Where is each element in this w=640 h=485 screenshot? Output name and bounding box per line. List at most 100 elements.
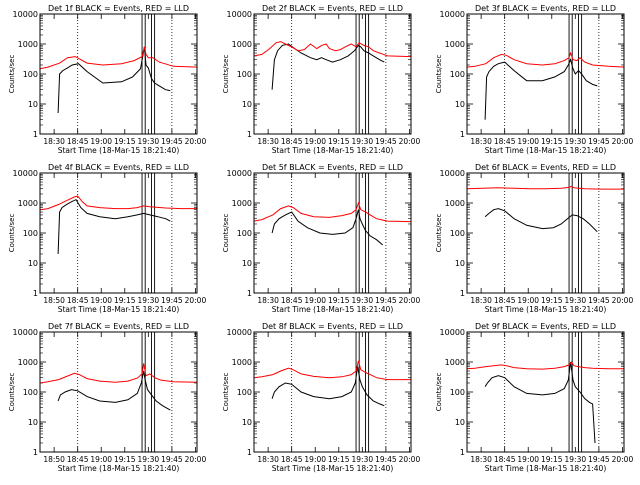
y-tick-label: 1 (33, 130, 38, 139)
x-axis-label: Start Time (18-Mar-15 18:21:40) (58, 464, 180, 473)
x-tick-label: 19:45 (588, 296, 610, 305)
x-axis-label: Start Time (18-Mar-15 18:21:40) (485, 464, 607, 473)
lld-series-line (253, 360, 411, 381)
x-tick-label: 19:00 (304, 137, 326, 146)
x-tick-label: 19:45 (375, 296, 397, 305)
events-series-line (484, 58, 598, 120)
y-tick-label: 100 (450, 70, 465, 79)
x-tick-label: 18:45 (494, 455, 516, 464)
y-tick-label: 1 (247, 448, 252, 457)
y-tick-label: 10 (242, 259, 252, 268)
y-tick-label: 100 (23, 229, 38, 238)
x-tick-label: 20:00 (185, 296, 207, 305)
x-tick-label: 18:30 (470, 455, 492, 464)
lld-series-line (466, 51, 625, 68)
y-tick-label: 100 (23, 70, 38, 79)
events-series-line (57, 198, 171, 255)
panel-det-3: 1 10 100 1000 10000 18:30 18:45 19:00 19:15 19:30… (435, 4, 633, 155)
events-series-line (484, 208, 598, 233)
x-tick-label: 18:30 (43, 137, 65, 146)
plot-frame (39, 13, 198, 135)
y-tick-label: 1000 (18, 40, 38, 49)
panel-title: Det 4f BLACK = Events, RED = LLD (48, 163, 189, 172)
x-axis-label: Start Time (18-Mar-15 18:21:40) (272, 146, 394, 155)
x-tick-label: 19:30 (138, 296, 160, 305)
events-series-line (57, 370, 171, 411)
x-tick-label: 18:45 (67, 296, 89, 305)
lld-series-line (466, 361, 624, 370)
panel-title: Det 7f BLACK = Events, RED = LLD (48, 322, 189, 331)
x-tick-label: 19:45 (375, 137, 397, 146)
y-tick-label: 10000 (13, 328, 38, 337)
y-tick-label: 100 (23, 388, 38, 397)
x-tick-label: 20:00 (185, 137, 207, 146)
y-tick-label: 100 (450, 388, 465, 397)
y-axis-label: Counts/sec (435, 214, 443, 253)
y-tick-label: 10000 (440, 10, 465, 19)
y-tick-label: 1000 (232, 40, 252, 49)
x-tick-label: 18:30 (470, 296, 492, 305)
x-tick-label: 18:45 (281, 137, 303, 146)
x-tick-label: 20:00 (399, 137, 421, 146)
x-tick-label: 19:30 (352, 137, 374, 146)
x-tick-label: 19:30 (138, 137, 160, 146)
panel-title: Det 9f BLACK = Events, RED = LLD (475, 322, 616, 331)
y-tick-label: 100 (450, 229, 465, 238)
y-tick-label: 1000 (445, 358, 465, 367)
y-tick-label: 1 (460, 448, 465, 457)
y-tick-label: 10 (455, 259, 465, 268)
panel-det-8: 1 10 100 1000 10000 18:30 18:45 19:00 19:15 19:30… (222, 322, 420, 473)
y-axis-label: Counts/sec (435, 55, 443, 94)
y-tick-label: 10000 (13, 10, 38, 19)
panel-title: Det 2f BLACK = Events, RED = LLD (262, 4, 403, 13)
x-axis-label: Start Time (18-Mar-15 18:21:40) (272, 464, 394, 473)
x-tick-label: 19:00 (90, 455, 112, 464)
x-tick-label: 18:45 (494, 296, 516, 305)
x-tick-label: 19:30 (565, 296, 587, 305)
x-tick-label: 20:00 (612, 455, 634, 464)
y-tick-label: 10 (28, 259, 38, 268)
x-tick-label: 20:00 (185, 455, 207, 464)
y-tick-label: 10000 (227, 169, 252, 178)
panel-det-4: 1 10 100 1000 10000 18:50 18:45 19:00 19:15 19:30… (8, 163, 206, 314)
x-tick-label: 19:15 (541, 455, 563, 464)
x-tick-label: 19:00 (517, 296, 539, 305)
y-tick-label: 1000 (445, 199, 465, 208)
panel-det-9: 1 10 100 1000 10000 18:30 18:45 19:00 19:15 19:30… (435, 322, 633, 473)
y-tick-label: 1 (247, 130, 252, 139)
panel-title: Det 1f BLACK = Events, RED = LLD (48, 4, 189, 13)
x-tick-label: 19:15 (114, 455, 136, 464)
y-axis-label: Counts/sec (8, 214, 16, 253)
y-tick-label: 10 (455, 100, 465, 109)
y-tick-label: 100 (237, 229, 252, 238)
x-tick-label: 19:15 (328, 455, 350, 464)
y-axis-label: Counts/sec (8, 55, 16, 94)
y-tick-label: 1000 (18, 199, 38, 208)
x-tick-label: 20:00 (612, 296, 634, 305)
lld-series-line (39, 363, 198, 384)
x-tick-label: 19:00 (517, 137, 539, 146)
x-axis-label: Start Time (18-Mar-15 18:21:40) (485, 305, 607, 314)
y-tick-label: 10 (242, 100, 252, 109)
plot-frame (39, 172, 198, 294)
plot-frame (253, 172, 412, 294)
plot-frame (466, 13, 625, 135)
x-tick-label: 19:45 (375, 455, 397, 464)
y-tick-label: 10000 (227, 328, 252, 337)
events-series-line (271, 366, 385, 407)
x-tick-label: 19:45 (161, 455, 183, 464)
x-tick-label: 19:45 (161, 296, 183, 305)
events-series-line (57, 46, 171, 114)
y-tick-label: 10 (455, 418, 465, 427)
panel-det-1: 1 10 100 1000 10000 18:30 18:45 19:00 19:15 19:30… (8, 4, 206, 155)
y-tick-label: 1 (33, 448, 38, 457)
panel-det-7: 1 10 100 1000 10000 18:50 18:45 19:00 19:15 19:30… (8, 322, 206, 473)
x-tick-label: 19:15 (114, 137, 136, 146)
x-tick-label: 18:45 (494, 137, 516, 146)
x-tick-label: 19:30 (352, 296, 374, 305)
x-tick-label: 19:45 (161, 137, 183, 146)
x-tick-label: 18:50 (43, 296, 65, 305)
y-tick-label: 1 (460, 130, 465, 139)
lld-series-line (466, 185, 624, 190)
